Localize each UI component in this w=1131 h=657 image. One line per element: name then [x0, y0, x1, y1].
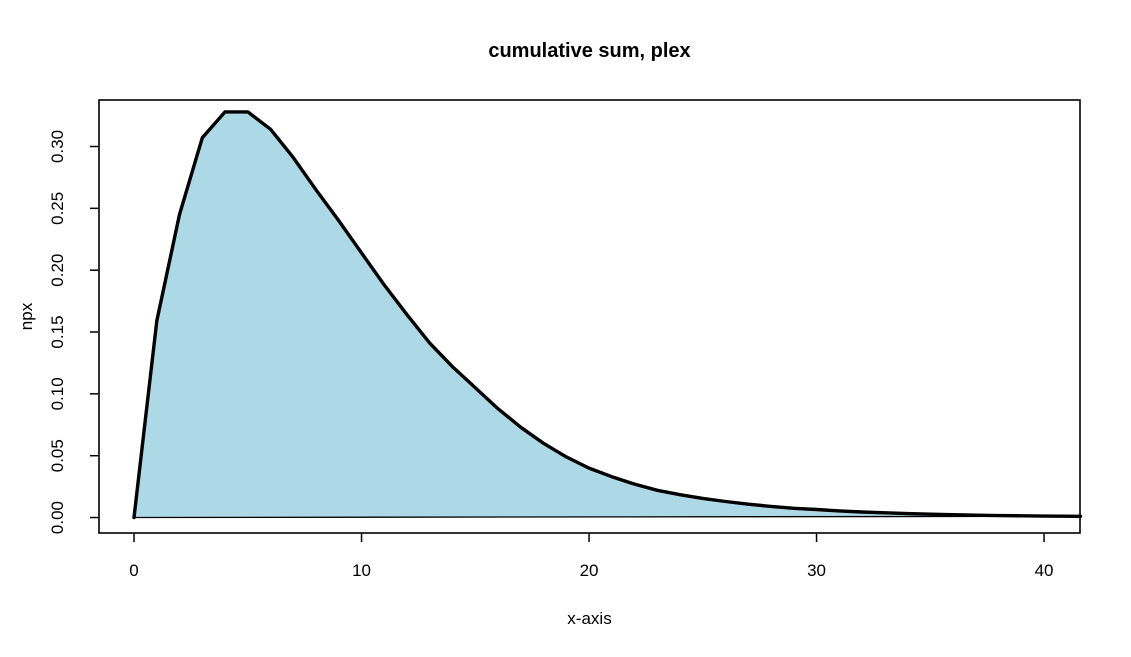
axes: 0 10 20 30 40 0.00 0.05 0.10 0.15 0.20 0.25 0.30: [48, 130, 1054, 580]
x-tick-label: 40: [1035, 561, 1054, 580]
y-tick-label: 0.15: [48, 315, 67, 348]
x-tick-label: 0: [129, 561, 138, 580]
y-axis-label: npx: [17, 302, 36, 330]
y-tick-label: 0.05: [48, 439, 67, 472]
y-tick-label: 0.30: [48, 130, 67, 163]
plot-border: [98, 99, 1081, 534]
x-tick-label: 30: [807, 561, 826, 580]
x-tick-label: 20: [580, 561, 599, 580]
chart-title: cumulative sum, plex: [488, 40, 690, 62]
density-curve: [132, 110, 1083, 520]
plot-area: [132, 110, 1083, 520]
y-tick-label: 0.10: [48, 377, 67, 410]
x-axis-label: x-axis: [567, 609, 611, 628]
area-fill: [133, 111, 1081, 519]
y-tick-label: 0.25: [48, 192, 67, 225]
y-tick-label: 0.00: [48, 501, 67, 534]
x-tick-label: 10: [352, 561, 371, 580]
y-tick-label: 0.20: [48, 254, 67, 287]
